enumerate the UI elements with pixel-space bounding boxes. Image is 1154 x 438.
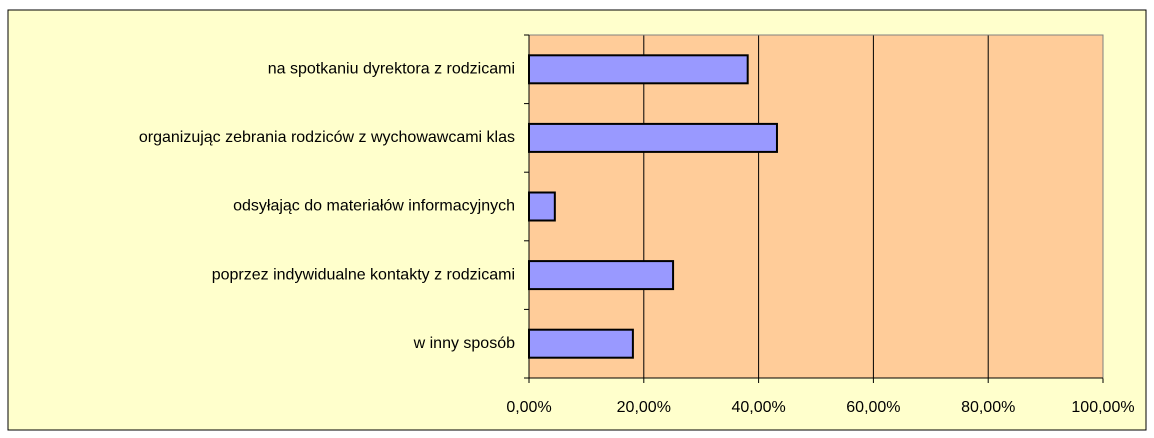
- bar: [528, 328, 634, 359]
- x-tick-label: 80,00%: [961, 399, 1015, 416]
- plot-area: [529, 35, 1103, 378]
- bar: [528, 122, 778, 153]
- x-tick-label: 60,00%: [846, 399, 900, 416]
- x-tick-label: 40,00%: [731, 399, 785, 416]
- bar: [528, 191, 556, 222]
- y-tick-label: na spotkaniu dyrektora z rodzicami: [268, 61, 515, 78]
- x-tick-label: 0,00%: [506, 399, 551, 416]
- y-tick-label: poprzez indywidualne kontakty z rodzicam…: [212, 266, 515, 283]
- y-tick-label: odsyłając do materiałów informacyjnych: [233, 198, 515, 215]
- x-tick-label: 20,00%: [617, 399, 671, 416]
- y-tick-label: w inny sposób: [413, 335, 515, 352]
- bar: [528, 260, 675, 291]
- y-tick-label: organizując zebrania rodziców z wychowaw…: [139, 129, 515, 146]
- bar: [528, 54, 749, 85]
- x-tick-label: 100,00%: [1071, 399, 1134, 416]
